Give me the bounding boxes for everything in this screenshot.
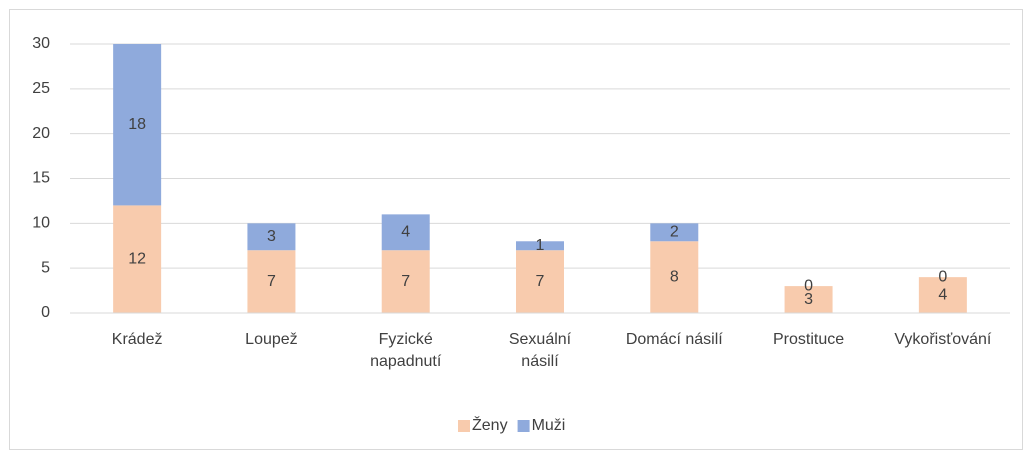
x-tick-label: Sexuální násilí bbox=[508, 331, 572, 370]
data-label: 0 bbox=[938, 268, 947, 285]
bar-segment bbox=[247, 223, 296, 251]
bar-segment bbox=[516, 241, 564, 251]
data-label: 0 bbox=[804, 277, 813, 294]
bar-segment bbox=[247, 250, 296, 313]
data-label: 7 bbox=[401, 273, 410, 290]
chart-border bbox=[9, 9, 1023, 450]
y-tick-label: 15 bbox=[32, 170, 50, 187]
legend-swatch bbox=[458, 420, 470, 432]
y-tick-label: 10 bbox=[32, 215, 50, 232]
data-label: 3 bbox=[267, 228, 276, 245]
y-tick-label: 20 bbox=[32, 125, 50, 142]
data-label: 4 bbox=[401, 224, 410, 241]
x-tick-label: Loupež bbox=[245, 331, 298, 348]
legend-swatch bbox=[517, 420, 530, 432]
data-label: 8 bbox=[670, 268, 679, 285]
data-label: 1 bbox=[536, 237, 545, 254]
bar-segment bbox=[113, 44, 162, 206]
data-label: 2 bbox=[670, 224, 679, 241]
x-tick-label: Krádež bbox=[111, 331, 163, 348]
data-label: 4 bbox=[938, 286, 947, 303]
legend-label: Muži bbox=[532, 417, 566, 434]
x-tick-label: Prostituce bbox=[772, 331, 845, 348]
legend-label: Ženy bbox=[472, 415, 508, 434]
data-label: 3 bbox=[804, 291, 813, 308]
data-label: 7 bbox=[536, 273, 545, 290]
bar-segment bbox=[381, 214, 430, 251]
bar-segment bbox=[516, 250, 564, 313]
bar-segment bbox=[381, 250, 430, 313]
x-tick-label: Domácí násilí bbox=[625, 331, 723, 348]
bar-segment bbox=[650, 241, 699, 313]
data-label: 18 bbox=[128, 116, 146, 133]
bar-segment bbox=[113, 205, 162, 313]
bar-segment bbox=[650, 223, 699, 242]
x-tick-label: Vykořisťování bbox=[894, 331, 992, 348]
data-label: 7 bbox=[267, 273, 276, 290]
y-tick-label: 25 bbox=[32, 80, 50, 97]
y-tick-label: 30 bbox=[32, 35, 50, 52]
data-label: 12 bbox=[128, 250, 146, 267]
y-tick-label: 0 bbox=[41, 304, 50, 321]
y-tick-label: 5 bbox=[41, 259, 50, 276]
x-tick-label: Fyzické napadnutí bbox=[370, 331, 442, 370]
bar-segment bbox=[918, 277, 967, 313]
bar-segment bbox=[784, 286, 833, 313]
